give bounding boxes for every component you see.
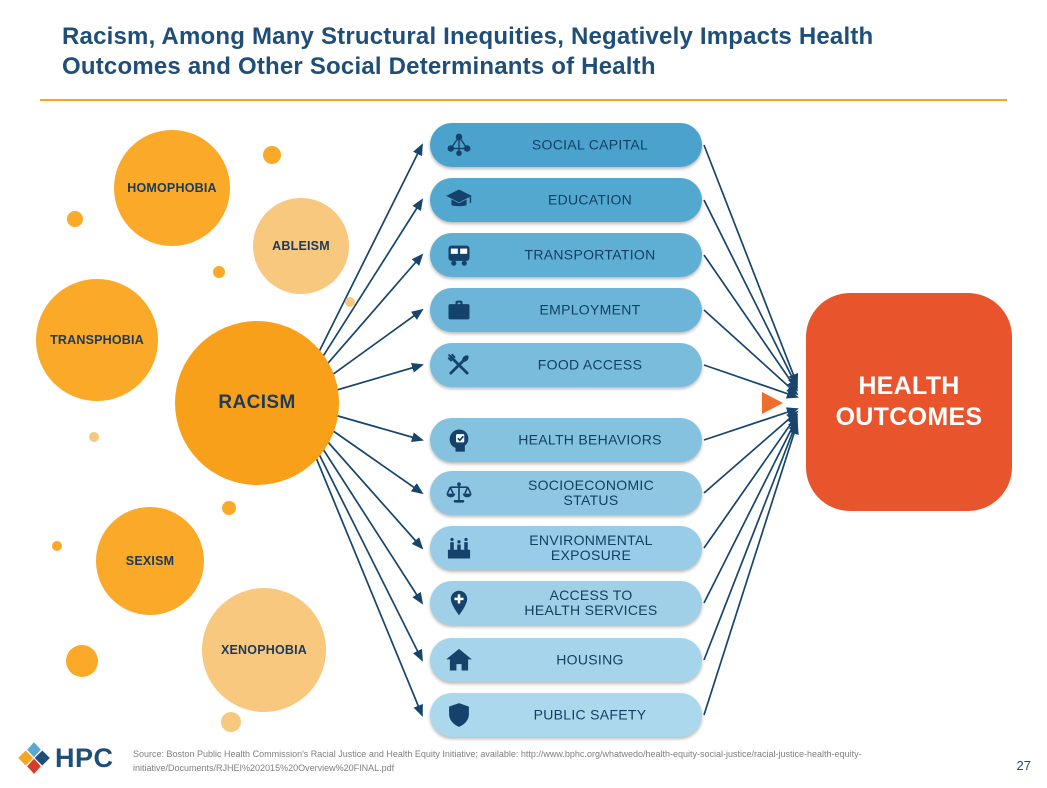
shield-icon: [445, 701, 473, 729]
map-pin-plus-icon: [445, 589, 473, 617]
decorative-dot: [66, 645, 98, 677]
determinant-label: ACCESS TO HEALTH SERVICES: [524, 586, 658, 618]
crossed-utensils-icon: [445, 351, 473, 379]
decorative-dot: [222, 501, 236, 515]
inequity-circle-sexism: SEXISM: [96, 507, 204, 615]
bus-icon: [445, 241, 473, 269]
page-number: 27: [1016, 758, 1031, 773]
slide-title: Racism, Among Many Structural Inequities…: [62, 23, 874, 81]
inequity-label: HOMOPHOBIA: [127, 181, 217, 195]
inequity-label: SEXISM: [125, 554, 175, 568]
determinant-pill-social-capital: SOCIAL CAPITAL: [430, 123, 702, 167]
decorative-dot: [221, 712, 241, 732]
inequity-circle-xenophobia: XENOPHOBIA: [202, 588, 326, 712]
source-citation: Source: Boston Public Health Commission'…: [133, 749, 862, 773]
balance-scale-icon: [445, 479, 473, 507]
head-checkbox-icon: [445, 426, 473, 454]
inequity-label: XENOPHOBIA: [220, 643, 308, 657]
inequity-label: ABLEISM: [272, 239, 330, 253]
inequity-circle-ableism: ABLEISM: [253, 198, 349, 294]
inequity-circle-homophobia: HOMOPHOBIA: [114, 130, 230, 246]
inequity-circle-transphobia: TRANSPHOBIA: [36, 279, 158, 401]
decorative-dot: [263, 146, 281, 164]
determinant-pill-environmental-exposure: ENVIRONMENTAL EXPOSURE: [430, 526, 702, 570]
determinant-label: HOUSING: [556, 651, 624, 668]
determinant-pill-food-access: FOOD ACCESS: [430, 343, 702, 387]
decorative-dot: [345, 297, 355, 307]
determinant-pill-access-to-health-services: ACCESS TO HEALTH SERVICES: [430, 581, 702, 625]
decorative-dot: [213, 266, 225, 278]
health-outcomes-box: HEALTH OUTCOMES: [806, 293, 1012, 511]
determinant-label: SOCIAL CAPITAL: [531, 136, 649, 153]
decorative-dot: [67, 211, 83, 227]
determinant-label: TRANSPORTATION: [524, 246, 656, 263]
health-outcomes-label: HEALTH OUTCOMES: [835, 371, 983, 431]
hpc-logo-mark-icon: [18, 742, 50, 774]
determinant-pill-socioeconomic-status: SOCIOECONOMIC STATUS: [430, 471, 702, 515]
determinant-pill-health-behaviors: HEALTH BEHAVIORS: [430, 418, 702, 462]
determinant-label: ENVIRONMENTAL EXPOSURE: [529, 531, 653, 563]
decorative-dot: [89, 432, 99, 442]
determinant-label: PUBLIC SAFETY: [533, 706, 647, 723]
hpc-logo: HPC: [16, 740, 114, 776]
graduation-cap-icon: [445, 186, 473, 214]
determinant-pill-education: EDUCATION: [430, 178, 702, 222]
racism-label: RACISM: [218, 392, 296, 413]
determinant-label: EMPLOYMENT: [539, 301, 641, 318]
determinant-label: FOOD ACCESS: [537, 356, 643, 373]
decorative-dot: [52, 541, 62, 551]
determinant-pill-housing: HOUSING: [430, 638, 702, 682]
determinant-label: HEALTH BEHAVIORS: [518, 431, 662, 448]
determinant-pill-public-safety: PUBLIC SAFETY: [430, 693, 702, 737]
house-icon: [445, 646, 473, 674]
title-divider: [40, 99, 1007, 101]
inequity-circle-racism: RACISM: [175, 321, 339, 485]
determinant-label: EDUCATION: [547, 191, 633, 208]
factory-smoke-icon: [445, 534, 473, 562]
inequity-label: TRANSPHOBIA: [50, 333, 144, 347]
determinant-pill-employment: EMPLOYMENT: [430, 288, 702, 332]
briefcase-icon: [445, 296, 473, 324]
hpc-logo-text: HPC: [55, 742, 114, 773]
determinant-label: SOCIOECONOMIC STATUS: [527, 476, 655, 508]
determinant-pill-transportation: TRANSPORTATION: [430, 233, 702, 277]
people-network-icon: [445, 131, 473, 159]
